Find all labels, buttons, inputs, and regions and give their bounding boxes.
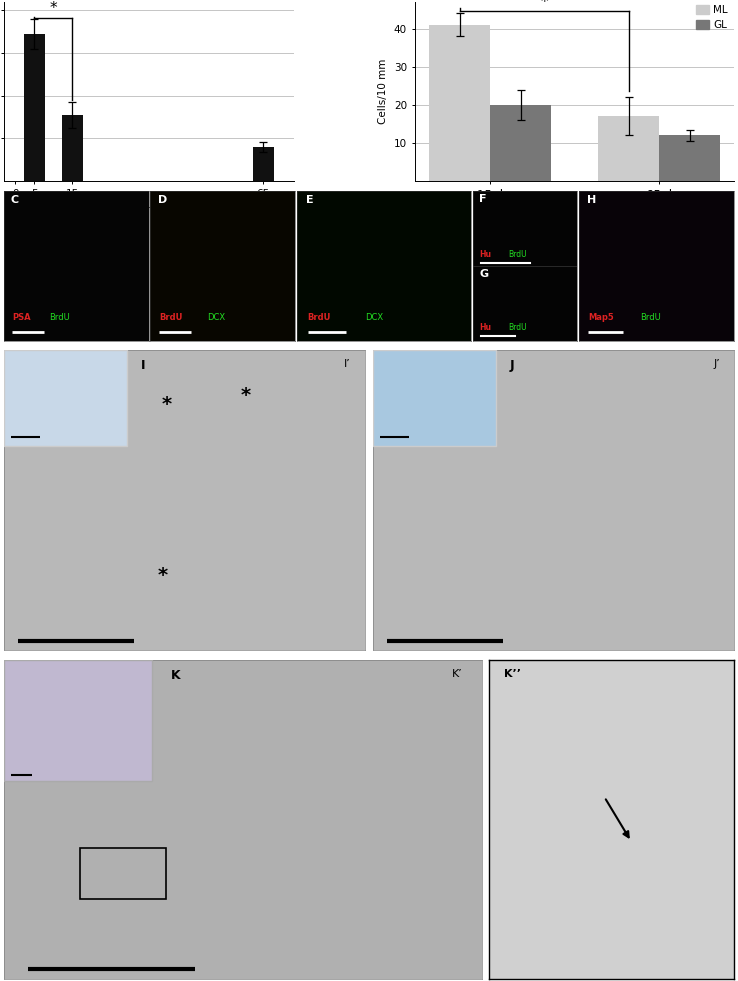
Text: *: * (49, 1, 57, 17)
Text: F: F (479, 193, 487, 203)
Text: PSA: PSA (13, 313, 31, 322)
X-axis label: Days (post-BrdU injection): Days (post-BrdU injection) (84, 205, 213, 215)
Text: G: G (479, 269, 489, 279)
Bar (24, 34, 45, 181)
Bar (659, 135, 720, 181)
Text: I: I (141, 359, 145, 372)
Text: BrdU: BrdU (308, 313, 331, 322)
Bar (491, 105, 551, 181)
Text: Hu: Hu (479, 249, 492, 259)
Text: *: * (540, 0, 548, 10)
Text: BrdU: BrdU (159, 313, 182, 322)
Text: BrdU: BrdU (508, 249, 527, 259)
Text: DCX: DCX (207, 313, 225, 322)
Legend: ML, GL: ML, GL (694, 4, 729, 31)
Bar (252, 147, 274, 181)
Text: I’: I’ (344, 359, 351, 369)
Text: D: D (158, 195, 167, 205)
FancyBboxPatch shape (4, 350, 127, 446)
Bar (430, 25, 491, 181)
Text: *: * (241, 386, 251, 404)
Text: BrdU: BrdU (640, 313, 661, 322)
Text: BrdU: BrdU (49, 313, 70, 322)
Text: E: E (306, 195, 314, 205)
FancyBboxPatch shape (4, 659, 152, 781)
Text: K’’: K’’ (504, 669, 521, 679)
Text: J’: J’ (713, 359, 720, 369)
Text: C: C (11, 195, 19, 205)
Text: J: J (510, 359, 514, 372)
Text: Map5: Map5 (588, 313, 614, 322)
Text: Hu: Hu (479, 323, 492, 332)
Text: *: * (162, 394, 171, 414)
Text: K: K (171, 669, 181, 682)
Y-axis label: Cells/10 mm: Cells/10 mm (379, 59, 388, 125)
FancyBboxPatch shape (373, 350, 496, 446)
Bar (62, 115, 83, 181)
Text: *: * (158, 566, 168, 585)
Text: K’: K’ (452, 669, 463, 679)
Text: DCX: DCX (365, 313, 383, 322)
FancyBboxPatch shape (4, 350, 365, 650)
Text: BrdU: BrdU (508, 323, 527, 332)
Bar (599, 117, 659, 181)
FancyBboxPatch shape (373, 350, 734, 650)
Text: H: H (587, 195, 596, 205)
